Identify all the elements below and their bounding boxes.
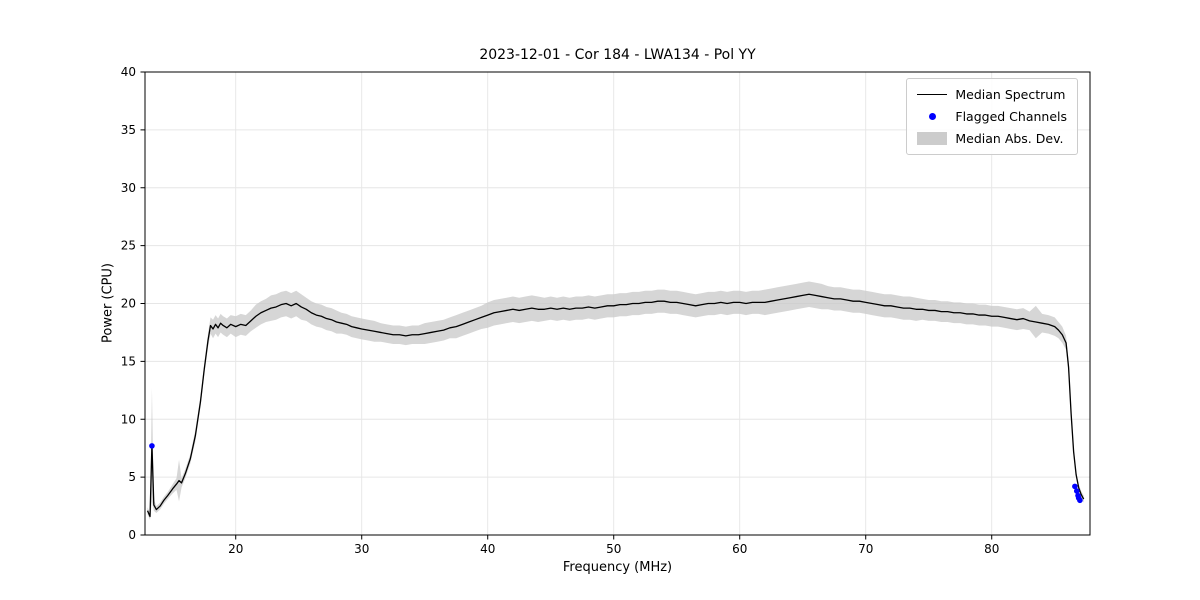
flagged-channels-points xyxy=(149,443,1083,504)
flagged-channel-marker xyxy=(149,443,155,449)
legend: Median Spectrum Flagged Channels Median … xyxy=(906,78,1078,155)
legend-label: Flagged Channels xyxy=(955,109,1067,124)
flagged-channel-marker xyxy=(1072,483,1078,490)
y-tick-label: 30 xyxy=(121,181,136,195)
y-tick-label: 40 xyxy=(121,65,136,79)
tick-labels: 20 30 40 50 60 70 80 0 5 10 15 20 25 30 35 40 xyxy=(121,65,1000,556)
median-spectrum-path xyxy=(146,293,1085,518)
x-tick-label: 60 xyxy=(732,542,747,556)
legend-item-flagged-channels: Flagged Channels xyxy=(917,109,1067,124)
flagged-channel-marker xyxy=(1077,497,1083,504)
plot-title: 2023-12-01 - Cor 184 - LWA134 - Pol YY xyxy=(479,47,756,63)
median-spectrum-line xyxy=(146,293,1085,518)
median-spectrum-line-icon xyxy=(917,94,948,95)
legend-item-median-abs-dev: Median Abs. Dev. xyxy=(917,131,1067,146)
flagged-channel-marker xyxy=(1073,488,1080,494)
mad-band-area xyxy=(147,281,1084,520)
x-tick-label: 30 xyxy=(354,542,369,556)
y-tick-label: 35 xyxy=(121,123,136,137)
legend-label: Median Abs. Dev. xyxy=(955,131,1064,146)
mad-band xyxy=(147,281,1084,520)
y-tick-label: 20 xyxy=(121,297,136,311)
y-tick-label: 15 xyxy=(121,354,136,368)
x-tick-label: 20 xyxy=(228,542,243,556)
x-tick-label: 70 xyxy=(858,542,873,556)
y-tick-label: 0 xyxy=(128,528,136,542)
y-tick-label: 10 xyxy=(121,412,136,426)
x-axis-label: Frequency (MHz) xyxy=(562,560,673,575)
y-tick-label: 5 xyxy=(128,470,136,484)
mad-band-patch-icon xyxy=(917,132,948,145)
legend-label: Median Spectrum xyxy=(955,87,1066,102)
axis-ticks xyxy=(140,71,993,540)
flagged-channel-dot-icon xyxy=(917,113,947,120)
x-tick-label: 80 xyxy=(984,542,999,556)
x-tick-label: 40 xyxy=(480,542,495,556)
legend-item-median-spectrum: Median Spectrum xyxy=(917,87,1067,102)
x-tick-label: 50 xyxy=(606,542,621,556)
y-axis-label: Power (CPU) xyxy=(100,262,116,344)
y-tick-label: 25 xyxy=(121,239,136,253)
